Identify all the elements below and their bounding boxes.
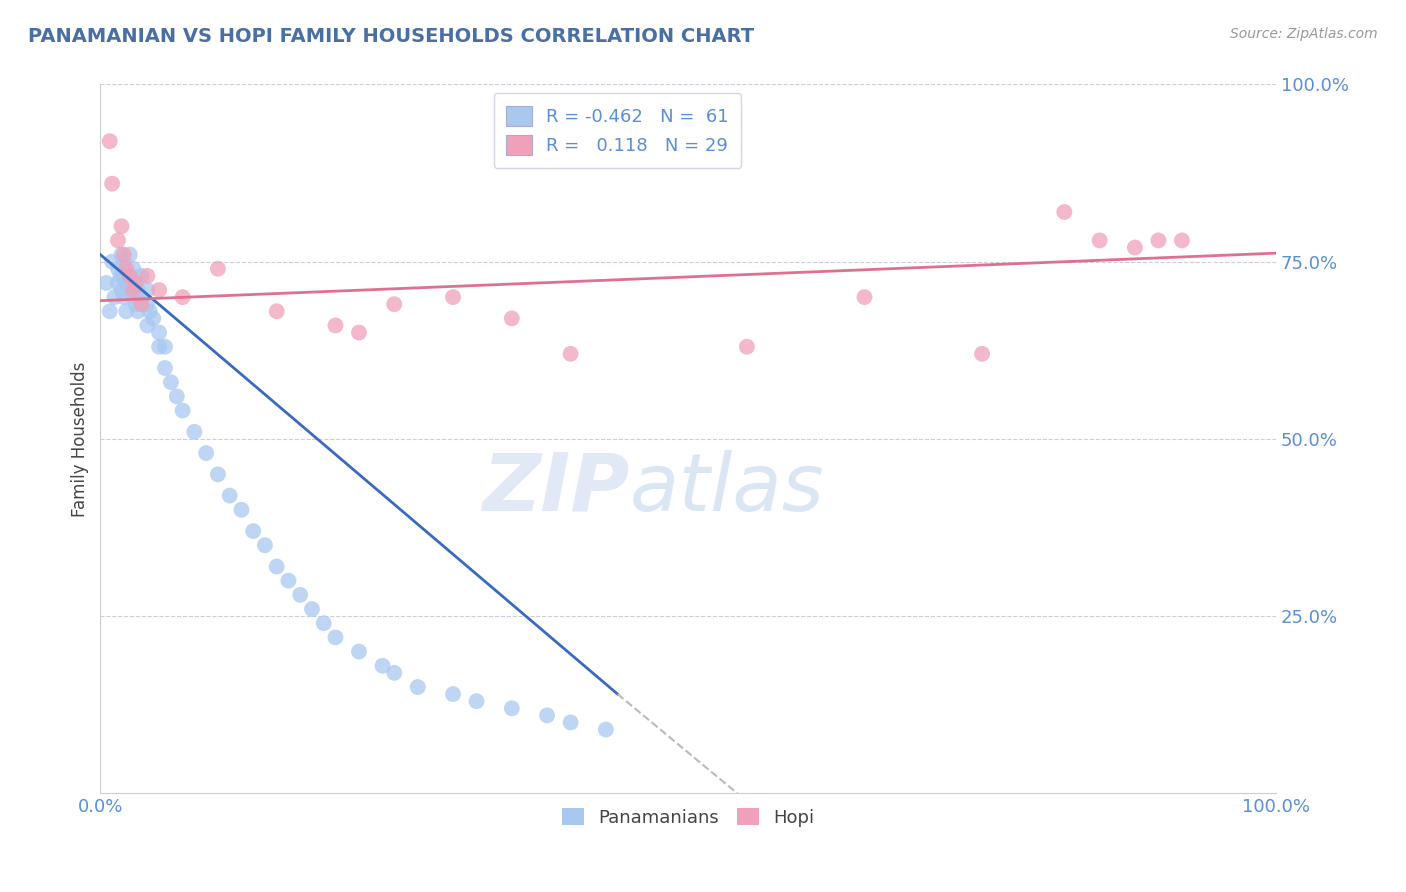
Point xyxy=(124,276,146,290)
Point xyxy=(148,283,170,297)
Point xyxy=(131,268,153,283)
Point xyxy=(172,403,194,417)
Point xyxy=(127,304,149,318)
Point xyxy=(207,467,229,482)
Text: atlas: atlas xyxy=(630,450,824,527)
Point xyxy=(325,318,347,333)
Point xyxy=(107,234,129,248)
Point xyxy=(127,283,149,297)
Point xyxy=(347,326,370,340)
Point xyxy=(277,574,299,588)
Point xyxy=(136,268,159,283)
Point xyxy=(970,347,993,361)
Point xyxy=(1147,234,1170,248)
Text: PANAMANIAN VS HOPI FAMILY HOUSEHOLDS CORRELATION CHART: PANAMANIAN VS HOPI FAMILY HOUSEHOLDS COR… xyxy=(28,27,754,45)
Point xyxy=(110,247,132,261)
Point xyxy=(136,283,159,297)
Point xyxy=(124,276,146,290)
Point xyxy=(301,602,323,616)
Point xyxy=(253,538,276,552)
Point xyxy=(118,283,141,297)
Point xyxy=(231,503,253,517)
Point xyxy=(112,254,135,268)
Point xyxy=(325,631,347,645)
Point xyxy=(112,268,135,283)
Point xyxy=(136,297,159,311)
Point xyxy=(115,261,138,276)
Point xyxy=(110,268,132,283)
Point xyxy=(153,340,176,354)
Point xyxy=(96,276,118,290)
Point xyxy=(142,311,165,326)
Point xyxy=(115,304,138,318)
Text: ZIP: ZIP xyxy=(482,450,630,527)
Point xyxy=(107,276,129,290)
Point xyxy=(148,326,170,340)
Point xyxy=(98,304,121,318)
Point xyxy=(183,425,205,439)
Point xyxy=(115,276,138,290)
Point xyxy=(290,588,312,602)
Point xyxy=(124,297,146,311)
Point xyxy=(131,290,153,304)
Legend: Panamanians, Hopi: Panamanians, Hopi xyxy=(555,801,821,834)
Point xyxy=(207,261,229,276)
Point xyxy=(148,340,170,354)
Point xyxy=(441,687,464,701)
Point xyxy=(118,247,141,261)
Point xyxy=(853,290,876,304)
Point xyxy=(441,290,464,304)
Point xyxy=(312,616,335,631)
Point xyxy=(136,318,159,333)
Point xyxy=(560,715,582,730)
Point xyxy=(735,340,758,354)
Point xyxy=(465,694,488,708)
Point xyxy=(112,290,135,304)
Point xyxy=(266,304,288,318)
Point xyxy=(242,524,264,538)
Point xyxy=(1171,234,1194,248)
Point xyxy=(1088,234,1111,248)
Point xyxy=(122,283,145,297)
Y-axis label: Family Households: Family Households xyxy=(72,361,89,516)
Point xyxy=(536,708,558,723)
Point xyxy=(218,489,240,503)
Point xyxy=(595,723,617,737)
Point xyxy=(347,644,370,658)
Point xyxy=(266,559,288,574)
Point xyxy=(195,446,218,460)
Point xyxy=(501,311,523,326)
Point xyxy=(501,701,523,715)
Point xyxy=(110,283,132,297)
Point xyxy=(118,268,141,283)
Point xyxy=(98,134,121,148)
Point xyxy=(131,297,153,311)
Point xyxy=(110,219,132,234)
Point xyxy=(172,290,194,304)
Point xyxy=(1053,205,1076,219)
Point xyxy=(107,261,129,276)
Point xyxy=(166,389,188,403)
Point xyxy=(118,268,141,283)
Text: Source: ZipAtlas.com: Source: ZipAtlas.com xyxy=(1230,27,1378,41)
Point xyxy=(112,247,135,261)
Point xyxy=(122,290,145,304)
Point xyxy=(382,665,405,680)
Point xyxy=(138,304,160,318)
Point xyxy=(371,658,394,673)
Point xyxy=(406,680,429,694)
Point xyxy=(1123,240,1146,254)
Point xyxy=(122,261,145,276)
Point xyxy=(153,361,176,376)
Point xyxy=(101,254,124,268)
Point xyxy=(560,347,582,361)
Point xyxy=(101,177,124,191)
Point xyxy=(382,297,405,311)
Point xyxy=(103,290,125,304)
Point xyxy=(160,375,183,389)
